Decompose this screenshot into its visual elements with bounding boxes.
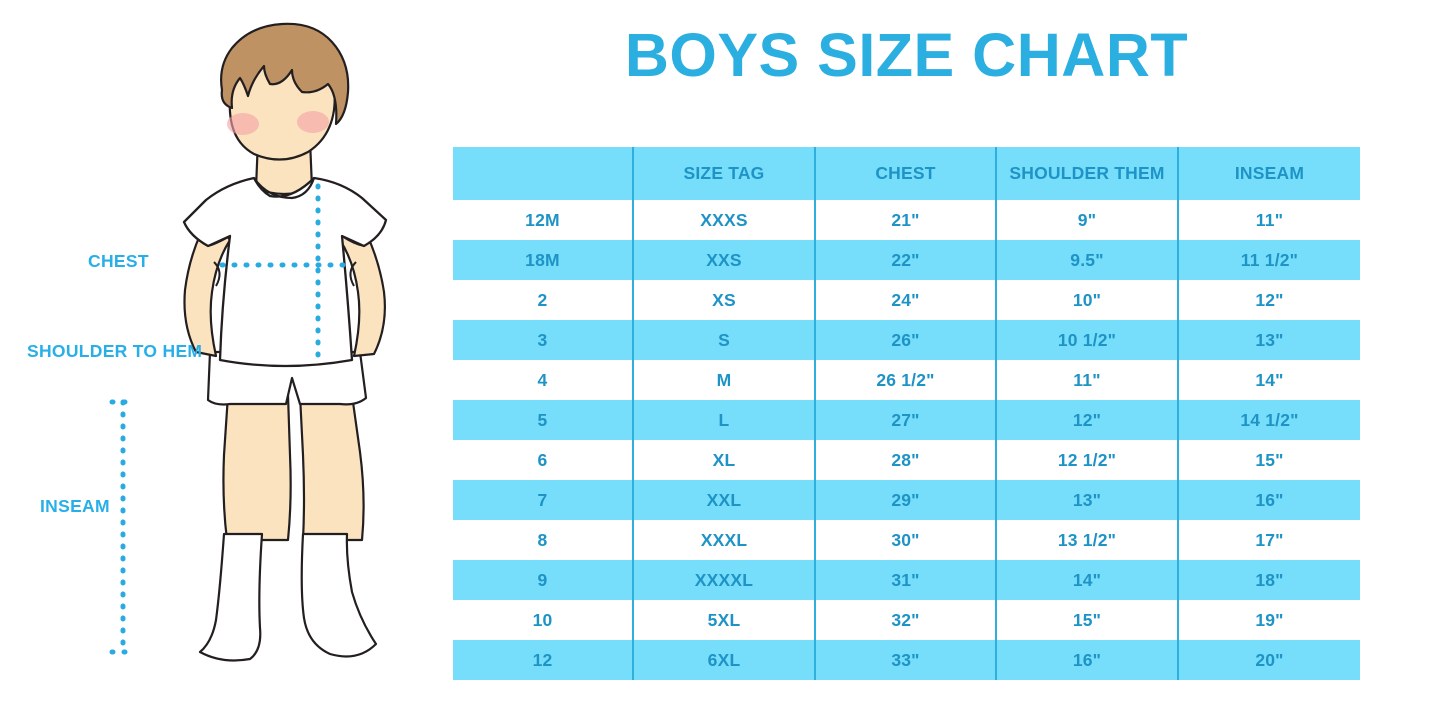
cell-shoulder-them: 9.5" [995, 240, 1178, 280]
cell-size-tag: XS [632, 280, 815, 320]
cell-age: 18M [453, 240, 633, 280]
cell-chest: 28" [814, 440, 996, 480]
cell-inseam: 13" [1177, 320, 1360, 360]
blush-cheek-right [297, 111, 329, 133]
column-header-age [453, 147, 633, 200]
cell-age: 12M [453, 200, 633, 240]
page-title: BOYS SIZE CHART [624, 21, 1189, 89]
cell-shoulder-them: 12" [995, 400, 1178, 440]
column-header-chest: CHEST [814, 147, 996, 200]
table-row: 6 XL 28" 12 1/2" 15" [453, 440, 1360, 480]
cell-size-tag: XXXXL [632, 560, 815, 600]
cell-chest: 26 1/2" [814, 360, 996, 400]
cell-inseam: 18" [1177, 560, 1360, 600]
table-row: 12 6XL 33" 16" 20" [453, 640, 1360, 680]
boots-shape [198, 532, 378, 662]
cell-size-tag: XXS [632, 240, 815, 280]
cell-inseam: 17" [1177, 520, 1360, 560]
measurement-guides [109, 183, 353, 655]
table-row: 4 M 26 1/2" 11" 14" [453, 360, 1360, 400]
cell-shoulder-them: 11" [995, 360, 1178, 400]
cell-age: 12 [453, 640, 633, 680]
cell-shoulder-them: 13 1/2" [995, 520, 1178, 560]
inseam-measure-label: INSEAM [40, 496, 110, 516]
table-row: 7 XXL 29" 13" 16" [453, 480, 1360, 520]
cell-chest: 27" [814, 400, 996, 440]
cell-inseam: 11" [1177, 200, 1360, 240]
cell-age: 8 [453, 520, 633, 560]
chest-measure-label: CHEST [88, 251, 149, 271]
cell-size-tag: XXXL [632, 520, 815, 560]
cell-age: 3 [453, 320, 633, 360]
cell-chest: 33" [814, 640, 996, 680]
arms-shape [183, 213, 386, 358]
cell-shoulder-them: 16" [995, 640, 1178, 680]
cell-inseam: 20" [1177, 640, 1360, 680]
cell-size-tag: XXL [632, 480, 815, 520]
cell-age: 7 [453, 480, 633, 520]
table-header-row: SIZE TAG CHEST SHOULDER THEM INSEAM [453, 147, 1360, 200]
cell-shoulder-them: 12 1/2" [995, 440, 1178, 480]
cell-size-tag: L [632, 400, 815, 440]
table-row: 2 XS 24" 10" 12" [453, 280, 1360, 320]
cell-shoulder-them: 10 1/2" [995, 320, 1178, 360]
table-row: 8 XXXL 30" 13 1/2" 17" [453, 520, 1360, 560]
cell-inseam: 12" [1177, 280, 1360, 320]
cell-shoulder-them: 10" [995, 280, 1178, 320]
cell-age: 2 [453, 280, 633, 320]
cell-chest: 24" [814, 280, 996, 320]
cell-age: 5 [453, 400, 633, 440]
cell-size-tag: 5XL [632, 600, 815, 640]
cell-inseam: 14" [1177, 360, 1360, 400]
cell-inseam: 15" [1177, 440, 1360, 480]
cell-inseam: 19" [1177, 600, 1360, 640]
cell-size-tag: M [632, 360, 815, 400]
cell-chest: 32" [814, 600, 996, 640]
table-row: 18M XXS 22" 9.5" 11 1/2" [453, 240, 1360, 280]
tshirt-shape [182, 176, 388, 368]
cell-shoulder-them: 14" [995, 560, 1178, 600]
cell-shoulder-them: 13" [995, 480, 1178, 520]
table-row: 5 L 27" 12" 14 1/2" [453, 400, 1360, 440]
cell-size-tag: 6XL [632, 640, 815, 680]
table-body: 12M XXXS 21" 9" 11" 18M XXS 22" 9.5" 11 1/2" 2 XS 24… [453, 200, 1360, 680]
boy-figure-illustration: CHEST SHOULDER TO HEM INSEAM [0, 0, 440, 723]
cell-size-tag: S [632, 320, 815, 360]
legs-shape [222, 393, 365, 542]
cell-inseam: 14 1/2" [1177, 400, 1360, 440]
table-row: 10 5XL 32" 15" 19" [453, 600, 1360, 640]
cell-chest: 30" [814, 520, 996, 560]
head-shape [220, 22, 350, 161]
cell-inseam: 11 1/2" [1177, 240, 1360, 280]
column-header-size-tag: SIZE TAG [632, 147, 815, 200]
table-row: 3 S 26" 10 1/2" 13" [453, 320, 1360, 360]
cell-inseam: 16" [1177, 480, 1360, 520]
table-row: 9 XXXXL 31" 14" 18" [453, 560, 1360, 600]
cell-size-tag: XXXS [632, 200, 815, 240]
table-row: 12M XXXS 21" 9" 11" [453, 200, 1360, 240]
shoulder-to-hem-measure-label: SHOULDER TO HEM [27, 341, 203, 361]
cell-age: 10 [453, 600, 633, 640]
cell-shoulder-them: 9" [995, 200, 1178, 240]
cell-age: 9 [453, 560, 633, 600]
cell-age: 6 [453, 440, 633, 480]
cell-chest: 26" [814, 320, 996, 360]
column-header-inseam: INSEAM [1177, 147, 1360, 200]
cell-chest: 31" [814, 560, 996, 600]
cell-chest: 22" [814, 240, 996, 280]
cell-shoulder-them: 15" [995, 600, 1178, 640]
cell-chest: 21" [814, 200, 996, 240]
cell-chest: 29" [814, 480, 996, 520]
cell-size-tag: XL [632, 440, 815, 480]
size-chart-table: SIZE TAG CHEST SHOULDER THEM INSEAM 12M X… [453, 147, 1360, 680]
cell-age: 4 [453, 360, 633, 400]
blush-cheek-left [227, 113, 259, 135]
column-header-shoulder-them: SHOULDER THEM [995, 147, 1178, 200]
